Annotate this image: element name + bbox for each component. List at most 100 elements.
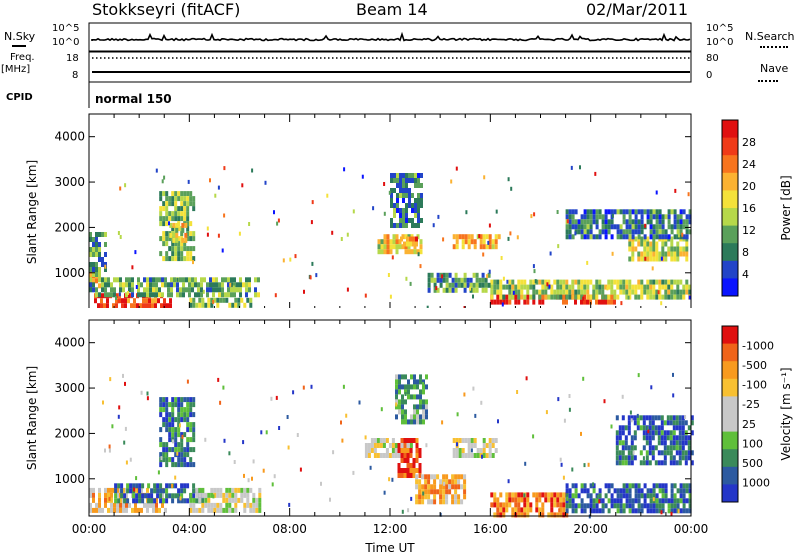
- velocity-cell: [186, 437, 190, 443]
- velocity-cell: [488, 438, 492, 443]
- velocity-cell: [682, 498, 686, 504]
- power-cell: [239, 287, 242, 293]
- power-cell: [640, 289, 644, 295]
- power-cell: [465, 210, 468, 215]
- velocity-cell: [204, 502, 208, 508]
- velocity-cell: [685, 488, 689, 494]
- power-cell: [685, 256, 689, 262]
- velocity-cell: [162, 452, 166, 458]
- velocity-cell: [183, 412, 187, 418]
- power-cell: [165, 256, 169, 262]
- power-cell: [667, 251, 671, 257]
- velocity-cell: [391, 477, 394, 482]
- power-cell: [185, 287, 188, 293]
- velocity-cell: [198, 507, 202, 513]
- power-cell: [685, 229, 689, 235]
- power-cell: [667, 246, 671, 252]
- power-cell: [165, 201, 169, 207]
- velocity-cell: [610, 424, 613, 429]
- velocity-cell: [416, 419, 419, 425]
- power-cell: [469, 277, 473, 283]
- velocity-cell: [111, 424, 114, 429]
- power-cell: [92, 267, 95, 272]
- velocity-cell: [98, 492, 101, 498]
- power-cell: [676, 256, 680, 262]
- power-cell: [682, 224, 686, 230]
- power-cell: [652, 294, 656, 300]
- power-cell: [550, 294, 554, 300]
- velocity-cell: [565, 512, 569, 518]
- power-cell: [529, 279, 533, 285]
- power-cell: [121, 298, 124, 304]
- velocity-cell: [180, 457, 184, 463]
- power-cell: [89, 277, 92, 283]
- velocity-cell: [174, 475, 177, 480]
- velocity-cell: [242, 440, 245, 445]
- velocity-cell: [162, 397, 166, 403]
- velocity-cell: [640, 508, 644, 514]
- power-cell: [92, 287, 95, 293]
- velocity-cell: [422, 399, 425, 405]
- velocity-cell: [681, 440, 685, 446]
- power-cell: [529, 284, 533, 290]
- velocity-cell: [568, 493, 572, 499]
- power-cell: [223, 213, 226, 218]
- power-cell: [485, 234, 489, 240]
- velocity-cell: [463, 392, 466, 397]
- velocity-cell: [637, 503, 641, 509]
- power-cell: [195, 302, 199, 308]
- velocity-ytick-label: 3000: [54, 381, 85, 395]
- velocity-cell: [219, 400, 222, 405]
- velocity-cell: [583, 463, 586, 468]
- power-cell: [417, 203, 420, 208]
- power-cell: [574, 294, 578, 300]
- velocity-cell: [627, 455, 631, 461]
- power-ytick-label: 2000: [54, 220, 85, 234]
- power-cell: [393, 173, 396, 178]
- velocity-cell: [125, 492, 128, 498]
- power-cell: [409, 236, 412, 242]
- velocity-cell: [497, 419, 499, 424]
- power-cell: [92, 262, 95, 267]
- velocity-cell: [395, 374, 398, 380]
- velocity-colorbar-tick: -500: [742, 359, 767, 372]
- power-cell: [604, 294, 608, 300]
- power-cell: [151, 298, 154, 304]
- velocity-cell: [243, 473, 245, 478]
- velocity-cell: [243, 492, 247, 498]
- power-cell: [161, 282, 164, 288]
- velocity-cell: [676, 498, 680, 504]
- velocity-cell: [544, 497, 548, 503]
- power-cell: [171, 201, 175, 207]
- power-cell: [445, 287, 449, 293]
- power-cell: [682, 251, 686, 257]
- velocity-cell: [673, 503, 677, 509]
- power-cell: [417, 193, 420, 198]
- power-cell: [200, 282, 203, 288]
- power-cell: [192, 236, 196, 242]
- power-cell: [95, 242, 98, 247]
- power-cell: [223, 166, 226, 171]
- velocity-cell: [126, 498, 130, 504]
- velocity-cell: [352, 470, 355, 475]
- power-cell: [104, 282, 107, 288]
- velocity-cell: [168, 437, 172, 443]
- power-colorbar-tick: 16: [742, 202, 756, 215]
- power-cell: [580, 219, 584, 225]
- velocity-cell: [615, 415, 619, 421]
- velocity-cell: [670, 508, 674, 514]
- velocity-cell: [448, 479, 452, 485]
- velocity-cell: [622, 508, 626, 514]
- power-cell: [559, 279, 563, 285]
- power-cell: [383, 249, 387, 255]
- power-cell: [652, 289, 656, 295]
- velocity-cell: [678, 430, 682, 436]
- velocity-cell: [418, 473, 422, 478]
- velocity-cell: [395, 389, 398, 395]
- power-cell: [510, 186, 513, 191]
- power-cell: [610, 289, 614, 295]
- velocity-cell: [678, 435, 682, 441]
- power-cell: [634, 294, 638, 300]
- velocity-cell: [231, 487, 235, 493]
- power-cell: [186, 221, 190, 227]
